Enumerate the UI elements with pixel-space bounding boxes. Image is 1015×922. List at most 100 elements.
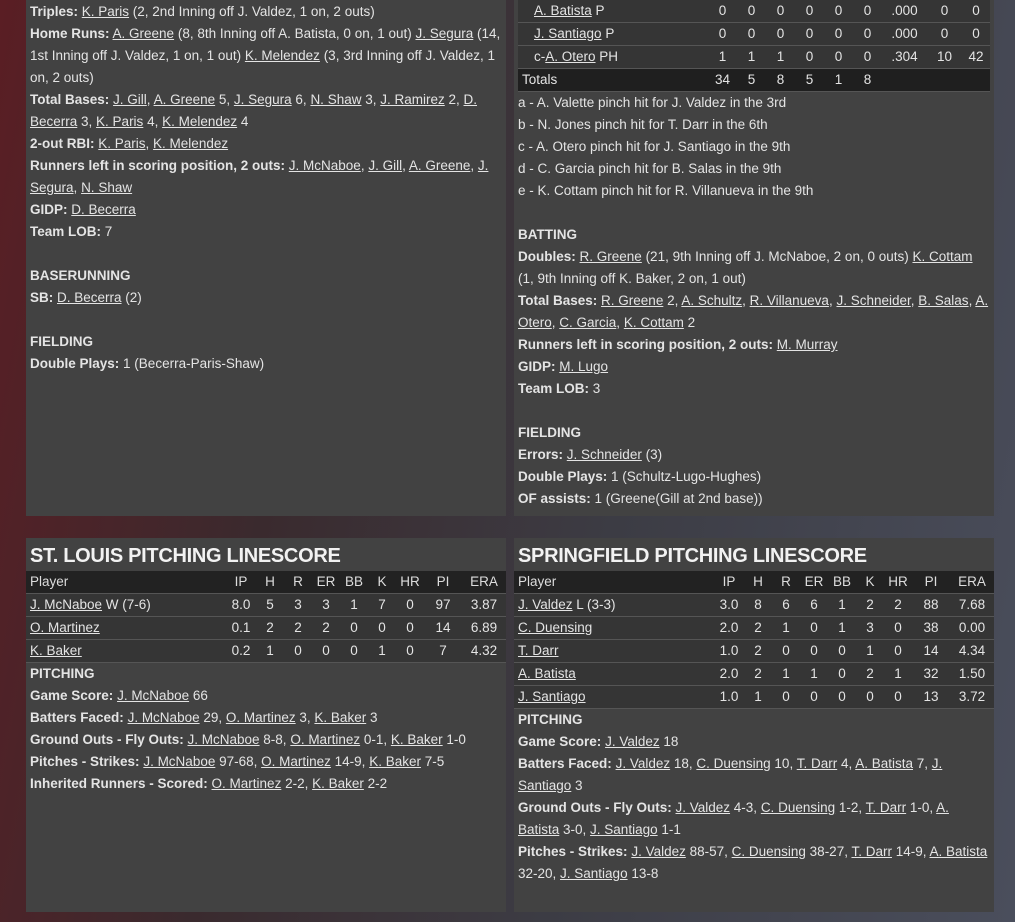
player-link[interactable]: K. Paris bbox=[98, 136, 146, 151]
player-link[interactable]: K. Cottam bbox=[623, 315, 684, 330]
stat-cell: 97 bbox=[424, 593, 462, 617]
player-link[interactable]: J. McNaboe bbox=[187, 732, 260, 747]
stat-cell: 0 bbox=[824, 22, 853, 46]
player-link[interactable]: J. Schneider bbox=[836, 293, 911, 308]
player-link[interactable]: K. Melendez bbox=[162, 114, 238, 129]
player-link[interactable]: J. Gill bbox=[113, 92, 147, 107]
player-link[interactable]: J. McNaboe bbox=[127, 710, 200, 725]
player-link[interactable]: D. Becerra bbox=[30, 92, 478, 129]
player-link[interactable]: A. Otero bbox=[545, 49, 596, 64]
player-link[interactable]: J. Schneider bbox=[566, 447, 642, 462]
stat-cell: 0 bbox=[772, 639, 800, 663]
player-link[interactable]: A. Greene bbox=[153, 92, 216, 107]
player-link[interactable]: J. Santiago bbox=[518, 689, 586, 704]
player-link[interactable]: J. Valdez bbox=[615, 756, 671, 771]
player-link[interactable]: T. Darr bbox=[796, 756, 838, 771]
player-link[interactable]: R. Greene bbox=[579, 249, 642, 264]
player-link[interactable]: R. Greene bbox=[601, 293, 664, 308]
player-link[interactable]: J. McNaboe bbox=[143, 754, 216, 769]
stat-text: (21, 9th Inning off J. McNaboe, 2 on, 0 … bbox=[641, 249, 913, 264]
player-link[interactable]: M. Murray bbox=[776, 337, 838, 352]
player-link[interactable]: A. Otero bbox=[518, 293, 989, 330]
stat-cell: 0 bbox=[800, 639, 828, 663]
stat-cell: 1 bbox=[340, 593, 368, 617]
player-link[interactable]: O. Martinez bbox=[30, 620, 100, 635]
stat-cell: 4.32 bbox=[462, 639, 506, 663]
player-link[interactable]: O. Martinez bbox=[290, 732, 361, 747]
stat-cell: 3 bbox=[284, 593, 312, 617]
player-link[interactable]: J. Santiago bbox=[560, 866, 628, 881]
player-link[interactable]: J. Valdez bbox=[631, 844, 686, 859]
player-link[interactable]: D. Becerra bbox=[57, 290, 122, 305]
player-link[interactable]: T. Darr bbox=[518, 643, 559, 658]
player-link[interactable]: O. Martinez bbox=[261, 754, 331, 769]
table-row: K. Baker 0.2 1 0 0 0 1 0 7 4.32 bbox=[26, 639, 506, 663]
column-header: R bbox=[772, 571, 800, 594]
player-link[interactable]: K. Melendez bbox=[244, 48, 320, 63]
player-link[interactable]: T. Darr bbox=[865, 800, 907, 815]
column-header: Player bbox=[26, 571, 226, 594]
player-link[interactable]: J. McNaboe bbox=[288, 158, 361, 173]
player-link[interactable]: K. Baker bbox=[314, 710, 367, 725]
player-link[interactable]: K. Baker bbox=[30, 643, 82, 658]
player-link[interactable]: K. Paris bbox=[96, 114, 144, 129]
player-link[interactable]: C. Duensing bbox=[760, 800, 836, 815]
player-link[interactable]: J. Santiago bbox=[518, 756, 943, 793]
player-link[interactable]: A. Batista bbox=[929, 844, 988, 859]
player-link[interactable]: J. Segura bbox=[233, 92, 292, 107]
player-link[interactable]: D. Becerra bbox=[71, 202, 136, 217]
player-link[interactable]: J. McNaboe bbox=[30, 597, 103, 612]
player-link[interactable]: J. Valdez bbox=[675, 800, 731, 815]
player-link[interactable]: B. Salas bbox=[918, 293, 969, 308]
column-header: K bbox=[856, 571, 884, 594]
player-link[interactable]: J. Santiago bbox=[534, 26, 602, 41]
player-link[interactable]: A. Batista bbox=[518, 666, 576, 681]
player-link[interactable]: O. Martinez bbox=[211, 776, 282, 791]
player-link[interactable]: A. Greene bbox=[408, 158, 471, 173]
player-link[interactable]: K. Paris bbox=[81, 4, 130, 19]
player-link[interactable]: R. Villanueva bbox=[749, 293, 829, 308]
stat-line: Team LOB: 7 bbox=[30, 221, 502, 243]
stat-cell: 8 bbox=[853, 68, 882, 92]
player-link[interactable]: J. Gill bbox=[368, 158, 403, 173]
player-link[interactable]: C. Duensing bbox=[731, 844, 806, 859]
player-link[interactable]: C. Duensing bbox=[696, 756, 771, 771]
stat-cell: 0 bbox=[884, 685, 912, 709]
player-link[interactable]: J. Valdez bbox=[605, 734, 660, 749]
player-cell: J. Valdez L (3-3) bbox=[514, 593, 714, 617]
player-link[interactable]: A. Batista bbox=[534, 3, 592, 18]
stat-cell: 13 bbox=[912, 685, 950, 709]
st-louis-pitching-panel: ST. LOUIS PITCHING LINESCORE Player IP H R E… bbox=[26, 538, 506, 912]
player-link[interactable]: K. Baker bbox=[390, 732, 443, 747]
stat-cell: 0 bbox=[853, 45, 882, 69]
player-link[interactable]: C. Duensing bbox=[518, 620, 593, 635]
player-link[interactable]: C. Garcia bbox=[559, 315, 617, 330]
stat-text: 18, bbox=[670, 756, 697, 771]
player-link[interactable]: J. Valdez bbox=[518, 597, 573, 612]
player-link[interactable]: T. Darr bbox=[851, 844, 892, 859]
section-heading: PITCHING bbox=[518, 712, 583, 727]
stat-cell: .304 bbox=[882, 45, 927, 69]
player-link[interactable]: K. Melendez bbox=[153, 136, 229, 151]
player-link[interactable]: J. Segura bbox=[30, 158, 489, 195]
player-link[interactable]: A. Greene bbox=[112, 26, 175, 41]
player-link[interactable]: J. Santiago bbox=[590, 822, 658, 837]
player-link[interactable]: J. Segura bbox=[415, 26, 474, 41]
player-link[interactable]: K. Baker bbox=[312, 776, 364, 791]
stat-cell: 0 bbox=[800, 685, 828, 709]
player-link[interactable]: K. Cottam bbox=[912, 249, 973, 264]
player-link[interactable]: N. Shaw bbox=[81, 180, 133, 195]
player-link[interactable]: J. McNaboe bbox=[117, 688, 190, 703]
player-link[interactable]: M. Lugo bbox=[559, 359, 609, 374]
player-link[interactable]: A. Batista bbox=[855, 756, 913, 771]
player-link[interactable]: J. Ramirez bbox=[380, 92, 445, 107]
table-row: c-A. Otero PH 1 1 1 0 0 0.304 10 42 bbox=[518, 45, 990, 69]
player-link[interactable]: A. Schultz bbox=[681, 293, 743, 308]
stat-text: 7, bbox=[913, 756, 932, 771]
player-link[interactable]: A. Batista bbox=[518, 800, 949, 837]
player-link[interactable]: K. Baker bbox=[369, 754, 421, 769]
stat-text: 13-8 bbox=[627, 866, 659, 881]
player-link[interactable]: N. Shaw bbox=[310, 92, 362, 107]
player-link[interactable]: O. Martinez bbox=[225, 710, 296, 725]
